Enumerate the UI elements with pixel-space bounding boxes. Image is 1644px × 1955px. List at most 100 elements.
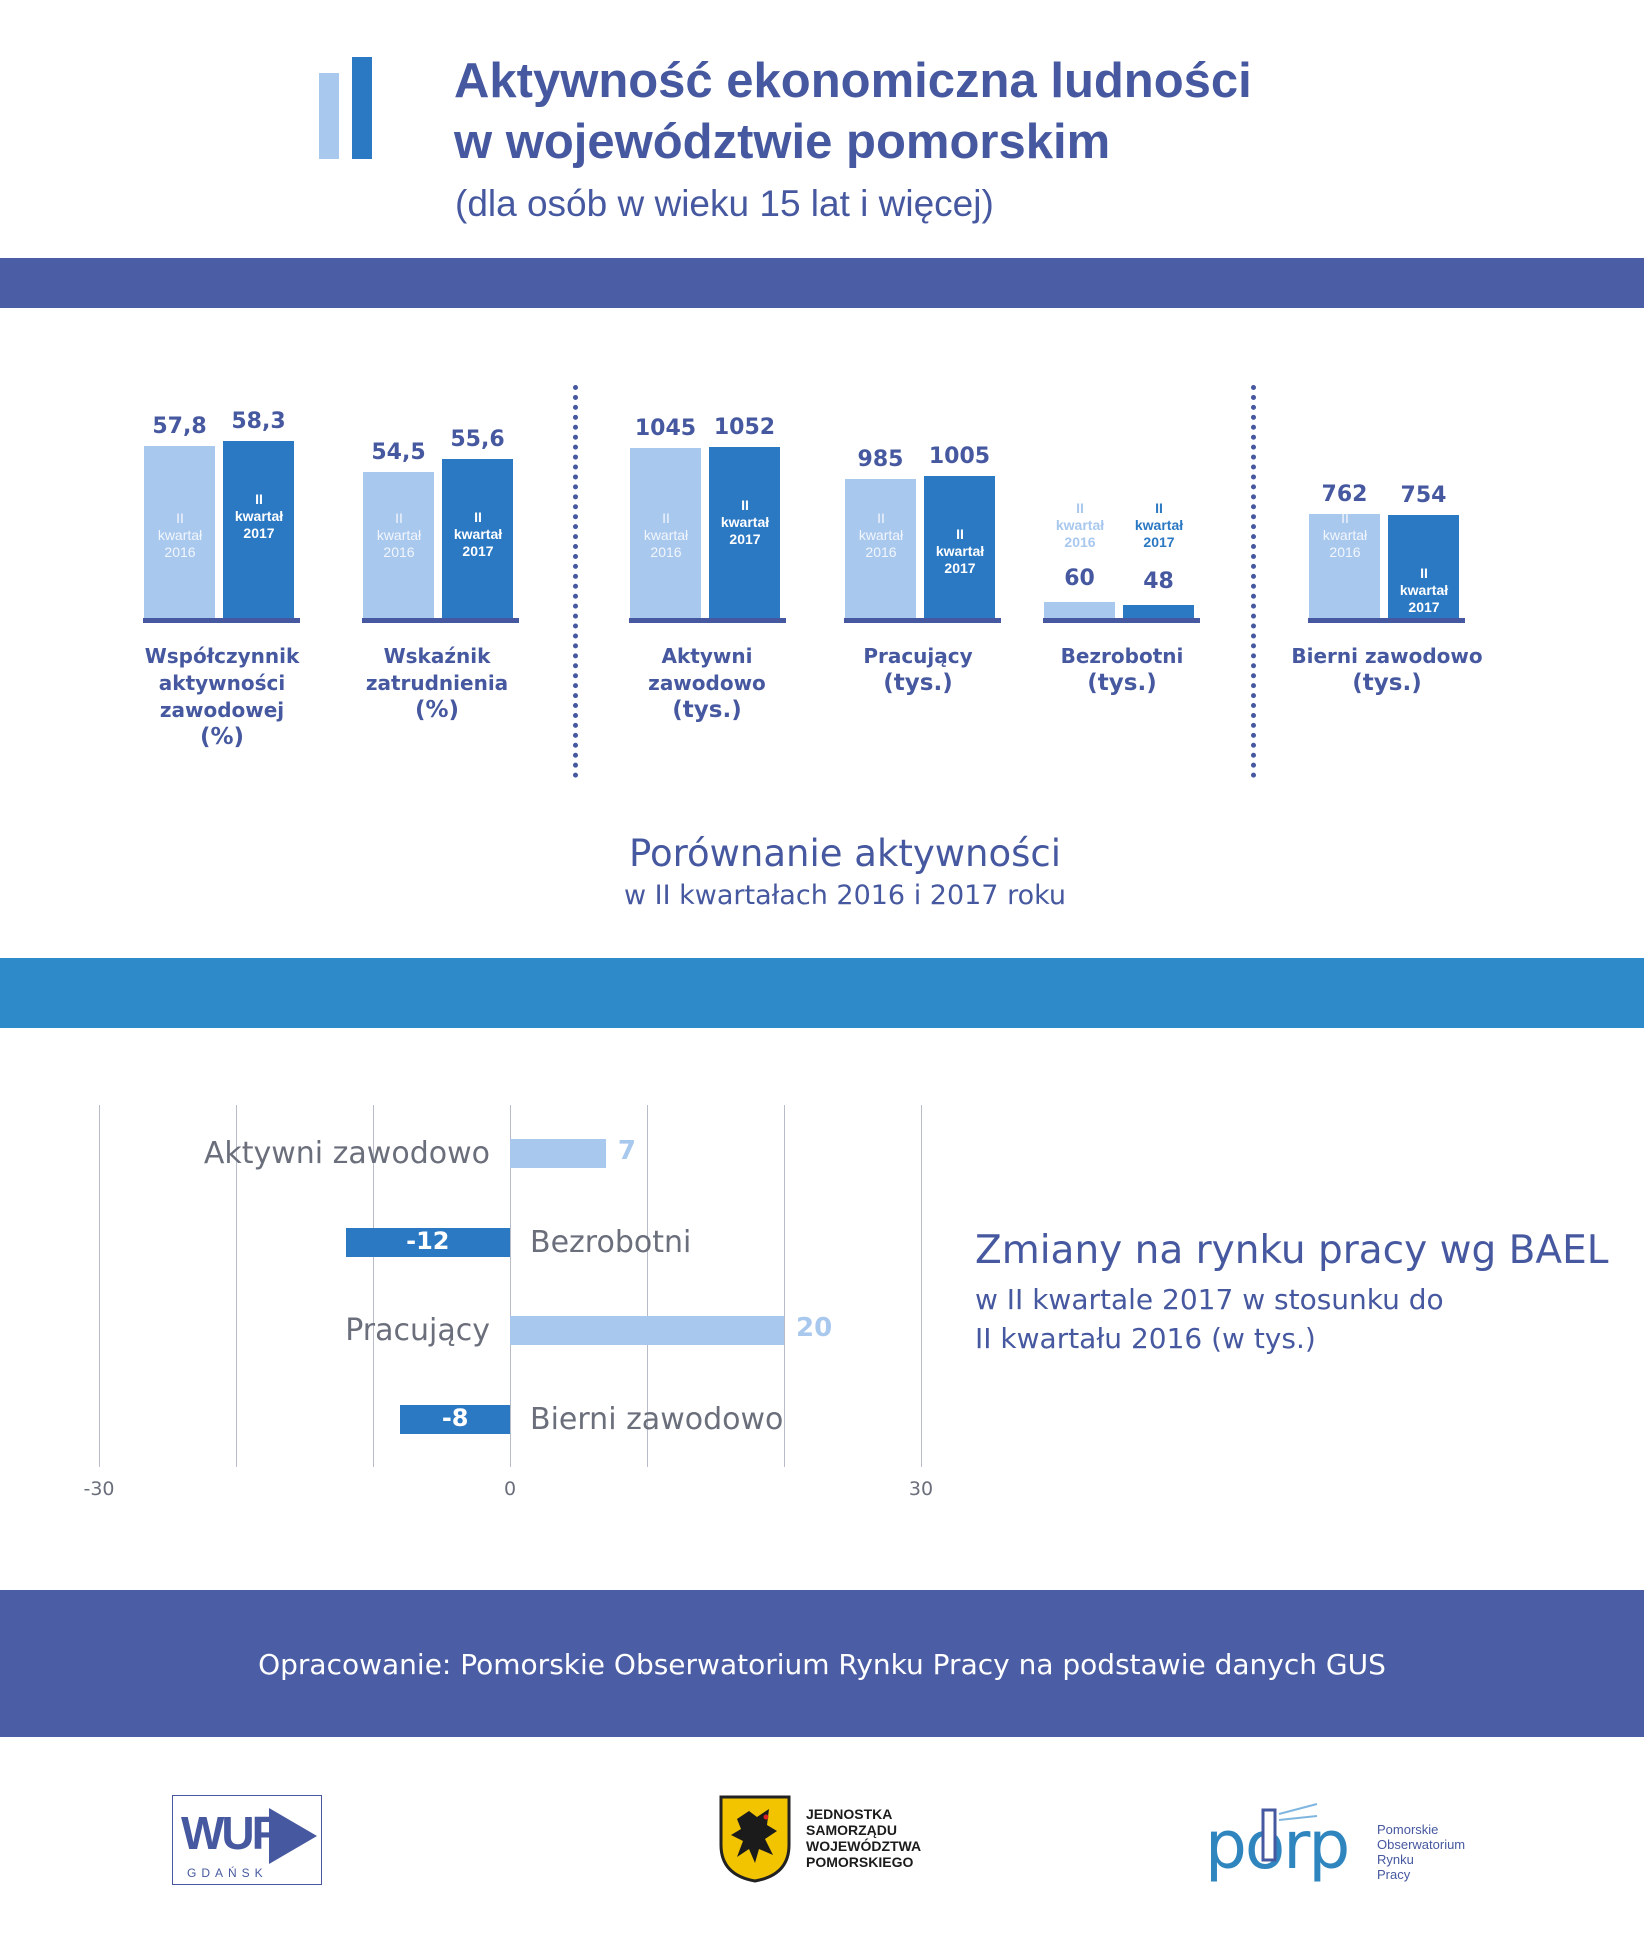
group-label-line: Bierni zawodowo — [1291, 644, 1483, 668]
gridline — [784, 1105, 785, 1467]
series-caption-line: kwartał — [1322, 527, 1368, 543]
series-caption-line: 2017 — [944, 560, 976, 577]
gridline — [99, 1105, 100, 1467]
wup-logo: WUP GDAŃSK — [172, 1795, 322, 1885]
group-label-unit: (%) — [414, 697, 460, 723]
group-baseline — [1308, 618, 1465, 623]
group-baseline — [362, 618, 519, 623]
data-label: 1005 — [928, 444, 991, 470]
changes-title: Zmiany na rynku pracy wg BAEL — [975, 1228, 1609, 1273]
chart-bar — [1309, 513, 1380, 618]
series-caption: II kwartał 2017 — [708, 497, 782, 548]
group-label: Aktywni zawodowo (tys.) — [627, 643, 787, 724]
series-caption-line: kwartał — [720, 513, 770, 530]
page-title-line-2: w województwie pomorskim — [454, 115, 1111, 169]
series-caption-line: kwartał — [234, 508, 284, 524]
data-label: 762 — [1321, 481, 1368, 507]
group-label: Bierni zawodowo (tys.) — [1287, 643, 1487, 697]
data-label: 58,3 — [231, 409, 286, 434]
data-label: 57,8 — [152, 414, 207, 439]
data-label: 7 — [617, 1136, 636, 1166]
group-label-line: Bezrobotni — [1060, 644, 1184, 668]
gridline — [921, 1105, 922, 1467]
series-caption: II kwartał 2017 — [441, 509, 515, 560]
middle-band — [0, 958, 1644, 1028]
data-label: -8 — [441, 1404, 469, 1432]
changes-subtitle-line-1: w II kwartale 2017 w stosunku do — [975, 1283, 1444, 1316]
series-caption-line: II — [1341, 510, 1349, 526]
group-label-line: Aktywni — [661, 644, 753, 668]
series-caption-line: 2016 — [383, 544, 415, 560]
category-label: Bezrobotni — [530, 1225, 692, 1260]
category-label: Aktywni zawodowo — [203, 1136, 490, 1171]
series-caption-line: II — [1155, 500, 1163, 516]
comparison-subtitle: w II kwartałach 2016 i 2017 roku — [623, 880, 1067, 911]
porp-caption-line: Pomorskie — [1377, 1822, 1439, 1837]
series-caption-line: kwartał — [1055, 517, 1105, 533]
change-bar — [510, 1139, 606, 1168]
changes-subtitle-line-2: II kwartału 2016 (w tys.) — [975, 1322, 1316, 1355]
category-label: Pracujący — [345, 1313, 490, 1348]
group-label-line: aktywności — [158, 671, 286, 695]
crest-caption-line: SAMORZĄDU — [806, 1822, 897, 1838]
porp-caption-line: Rynku — [1377, 1852, 1414, 1867]
series-caption: II kwartał 2016 — [1308, 510, 1382, 561]
series-caption-line: II — [176, 510, 184, 526]
lighthouse-icon — [1261, 1803, 1318, 1862]
chart-bar — [709, 446, 780, 618]
series-caption-line: 2016 — [865, 544, 897, 560]
series-caption: II kwartał 2017 — [1122, 500, 1196, 551]
series-caption-line: kwartał — [1399, 582, 1449, 599]
data-label: 1045 — [634, 415, 697, 441]
chart-bar — [223, 441, 294, 618]
porp-caption: Pomorskie Obserwatorium Rynku Pracy — [1377, 1822, 1465, 1882]
porp-logo: porp — [1205, 1803, 1350, 1884]
change-bar — [400, 1405, 510, 1434]
series-caption: II kwartał 2016 — [844, 510, 918, 561]
arrow-icon — [269, 1808, 317, 1864]
series-caption-line: 2016 — [650, 544, 682, 560]
series-caption-line: II — [956, 526, 964, 543]
data-label: 54,5 — [371, 440, 426, 465]
page-subtitle: (dla osób w wieku 15 lat i więcej) — [455, 183, 994, 224]
chart-bar — [630, 447, 701, 618]
series-caption-line: kwartał — [935, 543, 985, 560]
series-caption-line: 2017 — [462, 542, 494, 559]
data-label: 55,6 — [450, 426, 505, 452]
crest-caption: JEDNOSTKA SAMORZĄDU WOJEWÓDZTWA POMORSKI… — [806, 1806, 921, 1870]
group-label: Wskaźnik zatrudnienia (%) — [357, 643, 517, 724]
chart-bar — [845, 479, 916, 618]
x-tick-label: 30 — [908, 1478, 934, 1500]
series-caption-line: kwartał — [1134, 517, 1184, 533]
chart-bar — [442, 458, 513, 618]
group-label-unit: (tys.) — [1352, 670, 1422, 696]
gridline — [510, 1105, 511, 1467]
chart-bar — [363, 472, 434, 618]
crest-caption-line: JEDNOSTKA — [806, 1806, 893, 1822]
series-caption: II kwartał 2016 — [362, 510, 436, 561]
group-baseline — [143, 618, 300, 623]
series-caption: II kwartał 2017 — [222, 491, 296, 542]
group-label-unit: (tys.) — [672, 697, 742, 723]
series-caption-line: II — [1076, 500, 1084, 516]
data-label: 20 — [796, 1313, 833, 1343]
category-label: Bierni zawodowo — [530, 1402, 784, 1437]
series-caption-line: 2017 — [1408, 599, 1440, 616]
header-bar-dark — [352, 57, 372, 159]
series-caption-line: 2016 — [1064, 534, 1096, 550]
x-tick-label: 0 — [503, 1478, 517, 1500]
series-caption-line: II — [662, 510, 670, 526]
series-caption-line: kwartał — [858, 527, 904, 543]
group-label-unit: (%) — [199, 724, 245, 750]
chart-bar — [1123, 605, 1194, 618]
series-caption-line: kwartał — [453, 525, 503, 542]
group-label-unit: (tys.) — [883, 670, 953, 696]
series-caption: II kwartał 2016 — [629, 510, 703, 561]
group-label-unit: (tys.) — [1087, 670, 1157, 696]
porp-logo-text: porp — [1205, 1807, 1348, 1884]
series-caption-line: II — [395, 510, 403, 526]
series-caption-line: II — [877, 510, 885, 526]
change-bar — [510, 1316, 784, 1345]
crest-caption-line: WOJEWÓDZTWA — [806, 1838, 922, 1854]
group-label-line: Wskaźnik — [383, 644, 491, 668]
